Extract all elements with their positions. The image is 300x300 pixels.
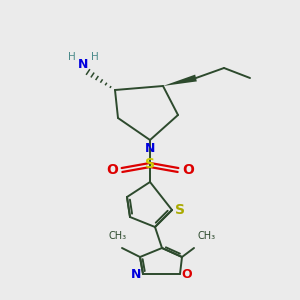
Text: N: N [131, 268, 141, 281]
Text: O: O [182, 268, 192, 281]
Text: S: S [145, 157, 155, 171]
Text: CH₃: CH₃ [109, 231, 127, 241]
Text: N: N [78, 58, 88, 71]
Text: O: O [106, 163, 118, 177]
Text: H: H [68, 52, 76, 62]
Text: CH₃: CH₃ [198, 231, 216, 241]
Polygon shape [163, 75, 197, 86]
Text: O: O [182, 163, 194, 177]
Text: N: N [145, 142, 155, 154]
Text: H: H [91, 52, 99, 62]
Text: S: S [175, 203, 185, 217]
